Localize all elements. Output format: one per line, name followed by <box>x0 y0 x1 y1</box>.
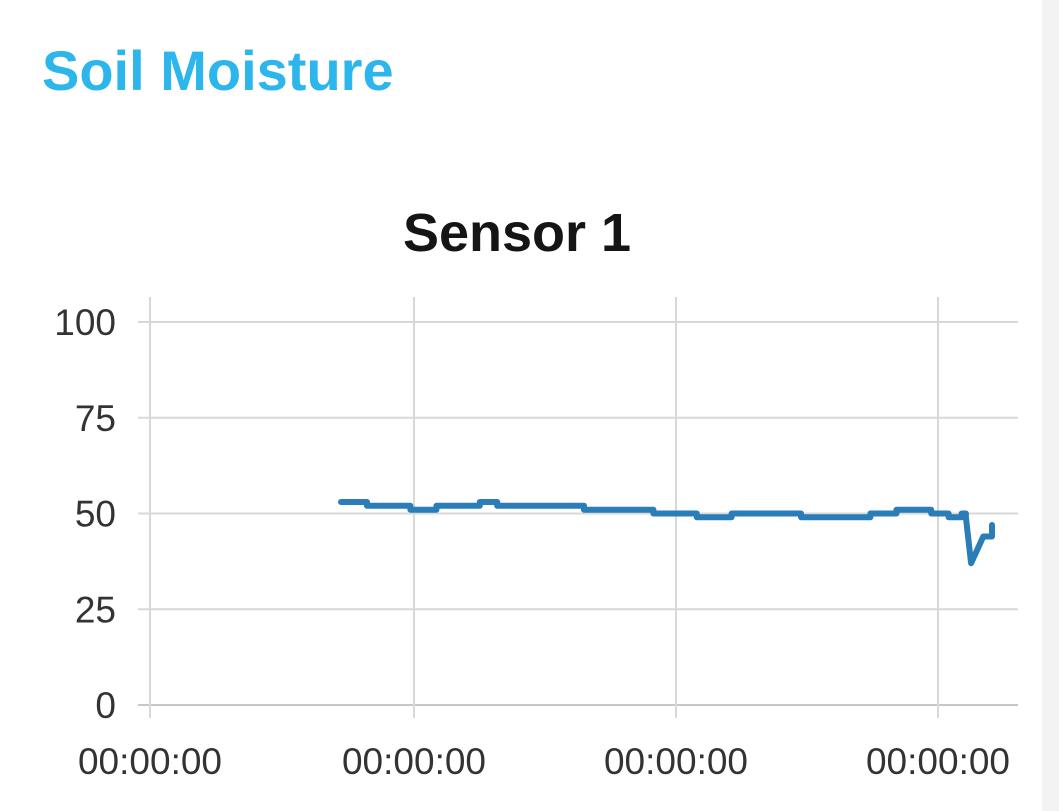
x-tick-label: 00:00:00 <box>342 741 486 782</box>
scroll-edge <box>1042 0 1059 811</box>
series-layer <box>338 499 995 567</box>
y-tick-label: 50 <box>75 494 116 535</box>
page-title: Soil Moisture <box>42 39 394 102</box>
series-line-0 <box>338 499 995 567</box>
x-axis-ticks: 00:00:00 00:00:00 00:00:00 00:00:00 <box>78 741 1010 782</box>
y-tick-label: 100 <box>54 302 116 343</box>
x-tick-label: 00:00:00 <box>866 741 1010 782</box>
chart-title: Sensor 1 <box>403 203 631 263</box>
x-tick-label: 00:00:00 <box>604 741 748 782</box>
y-tick-label: 75 <box>75 398 116 439</box>
y-axis-ticks: 0 25 50 75 100 <box>54 302 116 726</box>
y-tick-label: 0 <box>95 685 116 726</box>
y-tick-label: 25 <box>75 589 116 630</box>
x-tick-label: 00:00:00 <box>78 741 222 782</box>
